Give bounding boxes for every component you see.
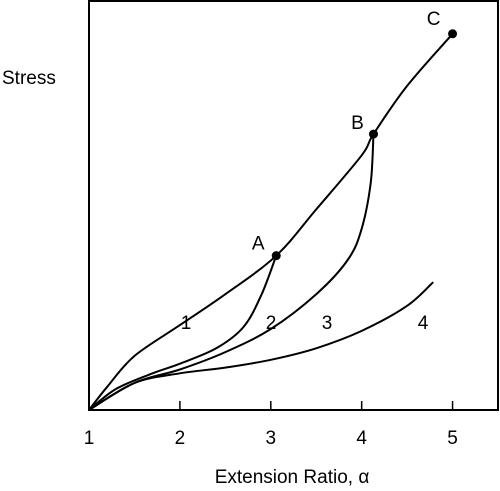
- plot-frame: [88, 0, 499, 411]
- curve-4: [88, 281, 434, 411]
- x-axis-title: Extension Ratio, α: [215, 467, 370, 488]
- curve-1: [88, 32, 454, 411]
- x-tick-label-3: 3: [265, 428, 276, 449]
- curve-label-2: 2: [266, 313, 277, 334]
- curve-labels: 1 2 3 4: [181, 313, 429, 334]
- points: A B C: [252, 9, 458, 261]
- point-label-C: C: [427, 9, 441, 30]
- point-A: [271, 251, 281, 261]
- x-tick-label-2: 2: [175, 428, 186, 449]
- curve-label-3: 3: [322, 313, 333, 334]
- point-B: [368, 129, 378, 139]
- point-label-A: A: [252, 234, 265, 255]
- y-axis-title: Stress: [2, 68, 56, 89]
- x-axis-tick-labels: 1 2 3 4 5: [84, 428, 458, 449]
- point-C: [448, 29, 458, 39]
- x-tick-label-5: 5: [447, 428, 458, 449]
- x-tick-label-1: 1: [84, 428, 95, 449]
- point-label-B: B: [351, 113, 364, 134]
- x-axis-ticks: [88, 401, 454, 410]
- curve-label-4: 4: [418, 313, 429, 334]
- curve-label-1: 1: [181, 313, 192, 334]
- curves: [88, 32, 454, 411]
- curve-2: [88, 254, 278, 411]
- x-tick-label-4: 4: [356, 428, 367, 449]
- curve-3: [88, 133, 375, 411]
